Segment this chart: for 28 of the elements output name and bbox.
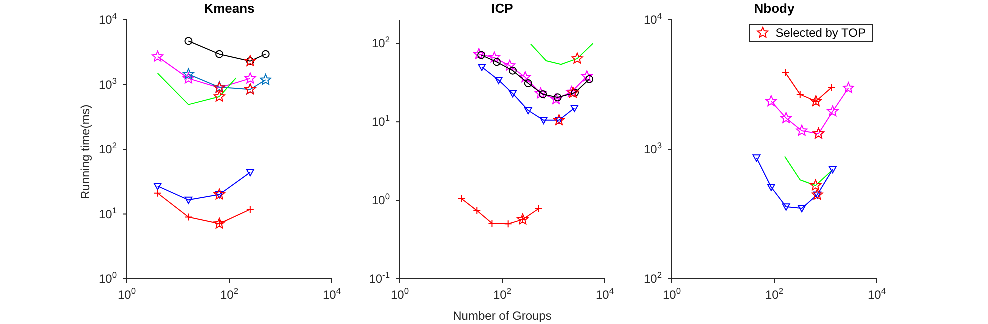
x-tick-label: 10$^{0}$ [118, 286, 136, 302]
x-tick-label: 10$^{0}$ [390, 286, 410, 302]
x-tick-label: 10$^{2}$ [493, 286, 512, 302]
legend-label: Selected by TOP [776, 26, 866, 40]
y-tick-label: 10$^{4}$ [98, 11, 118, 27]
x-tick-label: 10$^{2}$ [765, 286, 784, 302]
chart-title: Kmeans [203, 1, 256, 16]
y-tick-label: 10$^{2}$ [372, 34, 390, 51]
x-tick-label: 10$^{0}$ [662, 286, 682, 302]
y-tick-label: 10$^{0}$ [372, 192, 390, 208]
y-tick-label: 10$^{1}$ [98, 205, 118, 222]
y-tick-label: 10$^{0}$ [98, 270, 118, 286]
x-tick-label: 10$^{4}$ [868, 286, 886, 302]
y-tick-label: 10$^{2}$ [644, 270, 662, 286]
x-axis-title: Number of Groups [453, 309, 552, 323]
x-tick-label: 10$^{4}$ [596, 286, 614, 302]
legend: Selected by TOP [748, 24, 873, 42]
y-tick-label: 10$^{2}$ [98, 140, 118, 156]
y-tick-label: 10$^{4}$ [644, 11, 662, 27]
y-tick-label: 10$^{3}$ [644, 140, 662, 156]
chart-title: ICP [490, 1, 514, 16]
x-tick-label: 10$^{4}$ [322, 286, 342, 302]
x-tick-label: 10$^{2}$ [220, 286, 239, 302]
y-tick-label: 10$^{3}$ [98, 76, 118, 92]
y-axis-title: Running time(ms) [78, 104, 92, 200]
y-tick-label: 10$^{-1}$ [369, 270, 390, 286]
chart-title: Nbody [753, 1, 796, 16]
y-tick-label: 10$^{1}$ [372, 113, 390, 130]
